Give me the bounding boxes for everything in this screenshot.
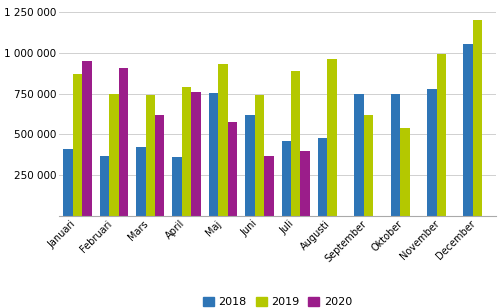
Bar <box>73 74 82 216</box>
Bar <box>64 149 73 216</box>
Bar <box>390 95 400 216</box>
Bar <box>245 115 254 216</box>
Bar <box>364 115 373 216</box>
Bar <box>427 89 436 216</box>
Bar <box>291 71 300 216</box>
Bar <box>328 59 337 216</box>
Bar <box>209 93 218 216</box>
Bar <box>300 151 310 216</box>
Bar <box>218 64 228 216</box>
Bar <box>264 156 274 216</box>
Bar <box>464 44 473 216</box>
Bar <box>318 138 328 216</box>
Bar <box>109 94 118 216</box>
Bar <box>100 156 109 216</box>
Bar <box>254 95 264 216</box>
Bar <box>146 95 155 216</box>
Bar <box>136 147 145 216</box>
Bar <box>82 61 92 216</box>
Bar <box>400 128 409 216</box>
Bar <box>436 54 446 216</box>
Bar <box>172 157 182 216</box>
Bar <box>473 20 482 216</box>
Bar <box>228 122 237 216</box>
Bar <box>192 92 201 216</box>
Bar <box>118 68 128 216</box>
Legend: 2018, 2019, 2020: 2018, 2019, 2020 <box>198 292 356 308</box>
Bar <box>282 141 291 216</box>
Bar <box>155 115 164 216</box>
Bar <box>182 87 192 216</box>
Bar <box>354 94 364 216</box>
